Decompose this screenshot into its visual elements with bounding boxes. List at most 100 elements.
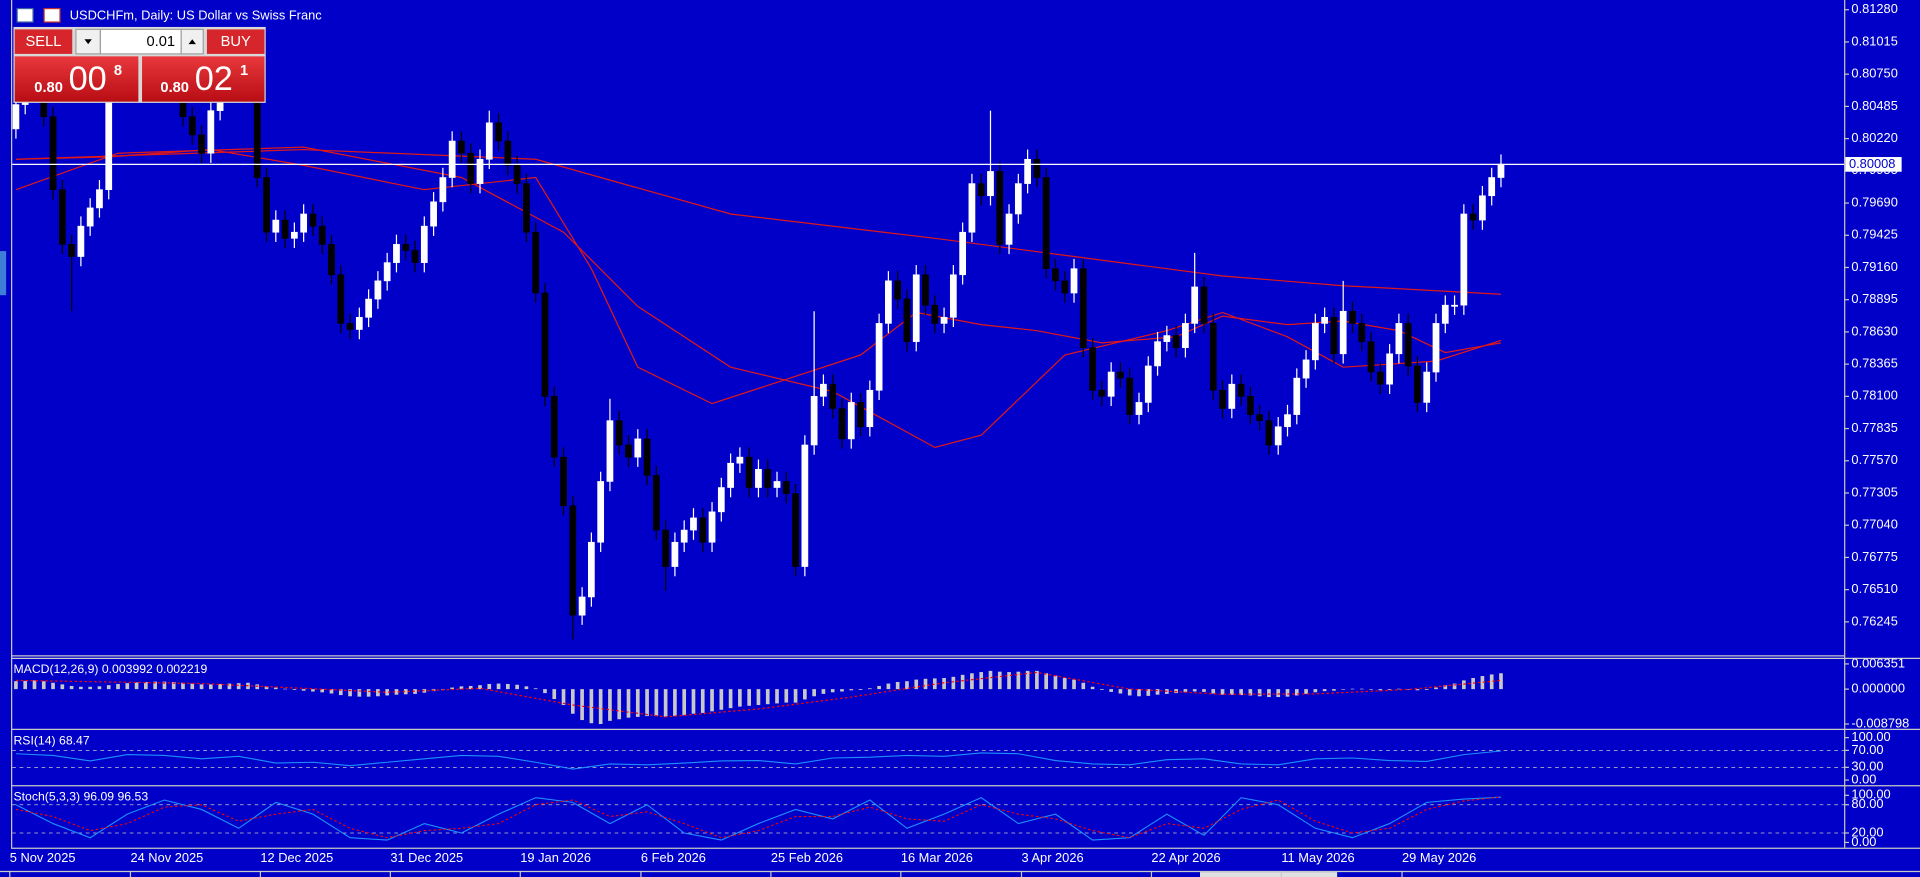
macd-bar (1332, 689, 1336, 691)
candle-body (458, 140, 465, 154)
y-tick-label: 80.00 (1851, 796, 1883, 811)
candle-body (1423, 371, 1431, 403)
macd-bar (1499, 673, 1503, 690)
one-click-trading: SELL 0.01 BUY 0.80 00 8 0.80 02 1 (13, 26, 266, 103)
sell-label[interactable]: SELL (26, 34, 62, 50)
candle-body (1432, 323, 1440, 373)
candle-body (337, 274, 345, 324)
y-tick-label: 0.78630 (1851, 323, 1897, 338)
sell-price-prefix: 0.80 (34, 80, 63, 96)
macd-bar (951, 676, 956, 690)
macd-bar (626, 689, 631, 718)
candle-body (773, 481, 781, 488)
candle-body (513, 165, 521, 184)
candle-body (690, 517, 697, 531)
lot-value[interactable]: 0.01 (147, 34, 176, 50)
macd-bar (97, 686, 102, 690)
macd-bar (51, 682, 55, 690)
macd-bar (1127, 689, 1132, 696)
macd-bar (301, 689, 306, 691)
macd-bar (1211, 689, 1216, 694)
macd-bar (738, 689, 742, 707)
x-tick-label: 29 May 2026 (1402, 850, 1476, 865)
candle-body (782, 481, 790, 494)
macd-bar (895, 681, 900, 690)
macd-bar (784, 689, 789, 703)
candle-body (829, 383, 837, 409)
candle-body (1376, 371, 1384, 385)
y-tick-label: 70.00 (1851, 742, 1883, 757)
y-tick-label: 0.76510 (1851, 581, 1897, 596)
lot-input[interactable] (99, 28, 182, 55)
candle-body (671, 541, 679, 567)
macd-bar (1183, 689, 1188, 693)
macd-bar (1016, 671, 1021, 690)
macd-bar (1369, 689, 1373, 690)
macd-bar (589, 689, 594, 724)
macd-bar (1053, 675, 1058, 690)
candle-body (838, 408, 846, 440)
candle-body (393, 244, 400, 263)
buy-price-box[interactable] (142, 56, 265, 102)
candle-body (1237, 383, 1245, 397)
macd-bar (227, 683, 232, 690)
candle-body (1265, 420, 1273, 446)
macd-bar (710, 689, 714, 712)
macd-bar (830, 689, 835, 693)
y-tick-label: 0.77305 (1851, 484, 1897, 499)
candle-body (866, 389, 874, 428)
macd-bar (162, 681, 167, 690)
macd-bar (1434, 687, 1438, 690)
candle-body (1274, 426, 1282, 446)
sell-price-box[interactable] (14, 56, 139, 102)
candle-body (801, 444, 809, 567)
candle-body (931, 304, 939, 324)
candle-body (523, 183, 530, 233)
macd-bar (533, 688, 538, 690)
macd-bar (487, 683, 492, 690)
x-tick-label: 3 Apr 2026 (1021, 850, 1083, 865)
sell-button[interactable] (14, 29, 73, 54)
macd-bar (32, 680, 37, 690)
macd-bar (515, 684, 519, 690)
macd-bar (1359, 688, 1364, 690)
candle-body (1395, 323, 1403, 355)
y-tick-label: -0.008798 (1851, 715, 1909, 730)
macd-bar (561, 689, 566, 705)
macd-bar (153, 681, 157, 690)
candle-body (1126, 377, 1134, 415)
buy-label[interactable]: BUY (221, 34, 251, 50)
scroll-thumb[interactable] (1200, 872, 1338, 877)
candle-body (977, 183, 985, 197)
candle-body (346, 323, 354, 330)
macd-bar (403, 689, 408, 695)
macd-bar (88, 686, 93, 690)
buy-button[interactable] (206, 29, 265, 54)
candle-body (402, 244, 410, 251)
candle-body (615, 420, 623, 446)
macd-bar (1072, 679, 1076, 690)
macd-bar (1350, 688, 1355, 690)
candle-body (1339, 310, 1347, 355)
macd-bar (867, 688, 872, 690)
macd-bar (1239, 689, 1243, 696)
y-tick-label: 0.80750 (1851, 66, 1897, 81)
y-tick-label: 20.00 (1851, 824, 1883, 839)
candle-body (68, 244, 75, 257)
chart-icon[interactable] (43, 7, 61, 23)
macd-bar (803, 689, 807, 700)
candle-body (383, 262, 391, 282)
macd-bar (793, 689, 798, 703)
menu-icon[interactable] (16, 7, 34, 23)
macd-bar (747, 689, 752, 706)
y-tick-label: 0.81280 (1851, 1, 1897, 16)
lot-down[interactable] (75, 28, 102, 55)
y-tick-label: 0.00 (1851, 834, 1876, 849)
macd-bar (1062, 678, 1067, 690)
macd-bar (329, 689, 334, 694)
macd-bar (1081, 682, 1086, 690)
candle-body (198, 134, 205, 154)
macd-bar (1220, 689, 1225, 695)
candle-body (1321, 317, 1328, 324)
candle-body (560, 456, 567, 507)
